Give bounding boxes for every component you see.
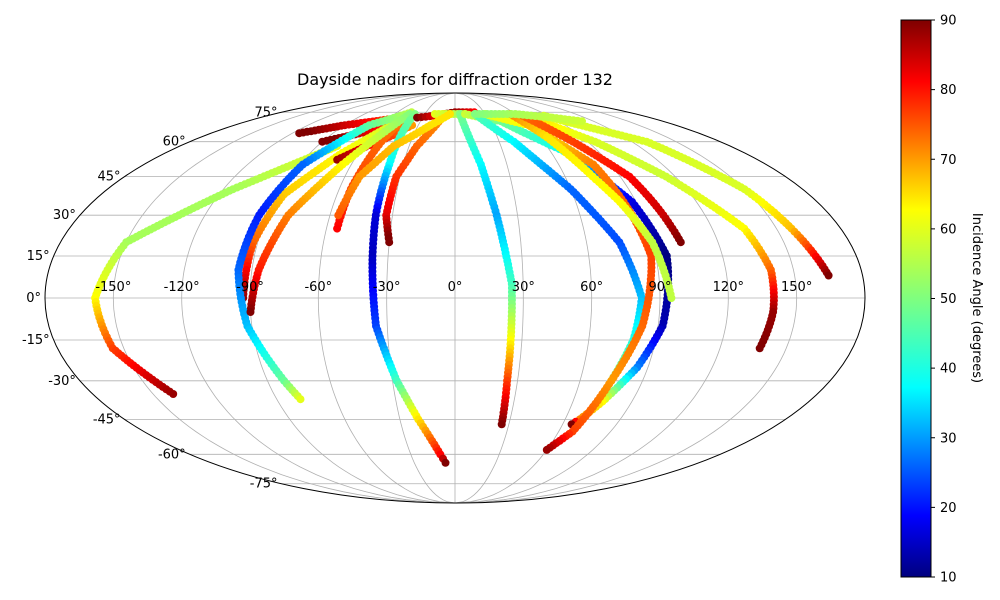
colorbar-ticks: 10 20 30 40 50 60 70 80 90 <box>931 14 957 586</box>
longitude-tick-labels: -150° -120° -90° -60° -30° 0° 30° 60° 90° 120° 150… <box>95 280 812 295</box>
lon-tick-label: 60° <box>580 280 603 295</box>
lon-tick-label: 0° <box>448 280 463 295</box>
colorbar-tick-label: 70 <box>940 153 957 168</box>
lon-tick-label: -90° <box>236 280 264 295</box>
lon-tick-label: -120° <box>164 280 200 295</box>
data-point <box>441 458 450 467</box>
colorbar-tick-label: 80 <box>940 83 957 98</box>
lat-tick-label: -60° <box>158 447 186 462</box>
colorbar-label: Incidence Angle (degrees) <box>969 213 984 383</box>
colorbar <box>900 19 932 578</box>
lat-tick-label: 45° <box>98 170 121 185</box>
lat-tick-label: 60° <box>163 135 186 150</box>
data-point <box>755 344 764 353</box>
lat-tick-label: -75° <box>250 477 278 492</box>
map-boundary <box>44 92 866 504</box>
lon-tick-label: -30° <box>373 280 401 295</box>
data-point <box>676 238 685 247</box>
data-point <box>246 308 255 316</box>
data-points <box>91 108 833 467</box>
data-point <box>296 395 305 404</box>
colorbar-tick-label: 30 <box>940 431 957 446</box>
colorbar-tick-label: 60 <box>940 222 957 237</box>
lon-tick-label: 120° <box>713 280 744 295</box>
data-point <box>385 238 394 247</box>
lat-tick-label: 75° <box>254 105 277 120</box>
data-point <box>824 271 833 280</box>
colorbar-tick-label: 50 <box>940 292 957 307</box>
lon-tick-label: 30° <box>512 280 535 295</box>
lon-tick-label: -150° <box>95 280 131 295</box>
data-point <box>334 211 343 220</box>
lat-tick-label: -15° <box>22 333 50 348</box>
lat-tick-label: 15° <box>27 249 50 264</box>
lat-tick-label: -30° <box>48 374 76 389</box>
lon-tick-label: 150° <box>781 280 812 295</box>
lat-tick-label: 0° <box>26 291 41 306</box>
colorbar-tick-label: 40 <box>940 362 957 377</box>
data-point <box>497 420 506 429</box>
lat-tick-label: -45° <box>93 412 121 427</box>
latitude-tick-labels: 75° 60° 45° 30° 15° 0° -15° -30° -45° -60° -75° <box>22 105 278 491</box>
lon-tick-label: -60° <box>304 280 332 295</box>
colorbar-tick-label: 90 <box>940 14 957 29</box>
data-point <box>667 294 676 302</box>
lat-tick-label: 30° <box>53 208 76 223</box>
lon-tick-label: 90° <box>648 280 671 295</box>
data-point <box>169 390 178 398</box>
data-point <box>542 445 551 454</box>
data-point <box>333 224 342 233</box>
chart-title: Dayside nadirs for diffraction order 132 <box>297 70 613 89</box>
data-point <box>578 117 586 126</box>
colorbar-tick-label: 10 <box>940 571 957 586</box>
colorbar-tick-label: 20 <box>940 501 957 516</box>
graticule-grid <box>45 93 865 503</box>
